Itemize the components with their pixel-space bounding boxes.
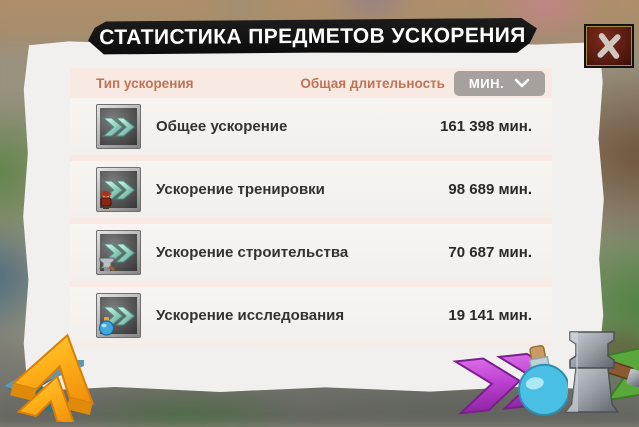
anvil-badge-icon [98,257,116,271]
column-header-type: Тип ускорения [96,75,194,91]
table-row: Общее ускорение 161 398 мин. [70,98,552,155]
speedup-training-icon [96,167,141,212]
speedup-type-label: Ускорение строительства [156,244,349,261]
table-row: Ускорение исследования 19 141 мин. [70,287,552,344]
table-row: Ускорение строительства 70 687 мин. [70,224,552,281]
flask-badge-icon [98,317,115,336]
speedup-statistics-panel: Тип ускорения Общая длительность МИН. [23,40,604,392]
panel-title-banner: СТАТИСТИКА ПРЕДМЕТОВ УСКОРЕНИЯ [88,18,537,55]
chevron-down-icon [514,78,530,88]
speedup-duration-value: 98 689 мин. [448,181,532,198]
speedup-type-label: Общее ускорение [156,118,288,135]
table-rows: Общее ускорение 161 398 мин. [70,98,552,346]
close-icon [586,26,632,66]
unit-dropdown[interactable]: МИН. [454,70,545,96]
soldier-badge-icon [100,190,112,209]
column-header-duration: Общая длительность [300,75,445,91]
speedup-duration-value: 70 687 мин. [448,244,532,261]
table-header: Тип ускорения Общая длительность МИН. [70,68,552,98]
speedup-statistics-table: Тип ускорения Общая длительность МИН. [70,68,552,346]
page-title: СТАТИСТИКА ПРЕДМЕТОВ УСКОРЕНИЯ [99,23,526,49]
speedup-construction-icon [96,230,141,275]
speedup-duration-value: 161 398 мин. [440,118,532,135]
double-chevron-icon [101,179,135,200]
speedup-general-icon [96,104,141,149]
speedup-type-label: Ускорение тренировки [156,181,325,198]
double-chevron-icon [101,116,135,137]
close-button[interactable] [584,24,634,68]
speedup-duration-value: 19 141 мин. [448,307,532,324]
speedup-research-icon [96,293,141,338]
speedup-type-label: Ускорение исследования [156,307,345,324]
table-row: Ускорение тренировки 98 689 мин. [70,161,552,218]
unit-dropdown-value: МИН. [468,75,505,91]
